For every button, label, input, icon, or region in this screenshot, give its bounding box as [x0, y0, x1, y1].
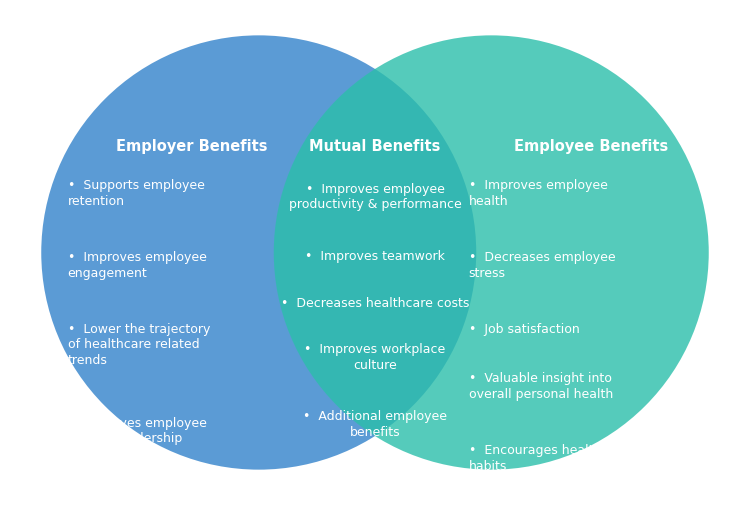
Text: •  Improves employee
health: • Improves employee health: [469, 179, 608, 208]
Text: •  Decreases employee
stress: • Decreases employee stress: [469, 251, 615, 280]
Text: •  Improves workplace
culture: • Improves workplace culture: [304, 343, 446, 372]
Text: •  Improves employee
engagement: • Improves employee engagement: [68, 251, 206, 280]
Text: Employer Benefits: Employer Benefits: [116, 139, 268, 154]
Text: •  Reduces absenteeism: • Reduces absenteeism: [68, 489, 220, 501]
Text: •  Improves employee
trust in leadership: • Improves employee trust in leadership: [68, 417, 206, 445]
Text: •  Valuable insight into
overall personal health: • Valuable insight into overall personal…: [469, 372, 613, 401]
Ellipse shape: [274, 35, 709, 470]
Text: •  Improves teamwork: • Improves teamwork: [305, 250, 445, 263]
Text: •  Decreases healthcare costs: • Decreases healthcare costs: [280, 296, 470, 310]
Text: •  Job satisfaction: • Job satisfaction: [469, 323, 580, 336]
Text: •  Encourages healthy
habits: • Encourages healthy habits: [469, 444, 608, 473]
Text: Mutual Benefits: Mutual Benefits: [309, 139, 441, 154]
Text: •  Additional employee
benefits: • Additional employee benefits: [303, 411, 447, 439]
Text: •  Supports employee
retention: • Supports employee retention: [68, 179, 204, 208]
Ellipse shape: [41, 35, 476, 470]
Text: Employee Benefits: Employee Benefits: [514, 139, 668, 154]
Text: •  Improves employee
productivity & performance: • Improves employee productivity & perfo…: [289, 183, 461, 211]
Text: •  Lower the trajectory
of healthcare related
trends: • Lower the trajectory of healthcare rel…: [68, 323, 210, 367]
